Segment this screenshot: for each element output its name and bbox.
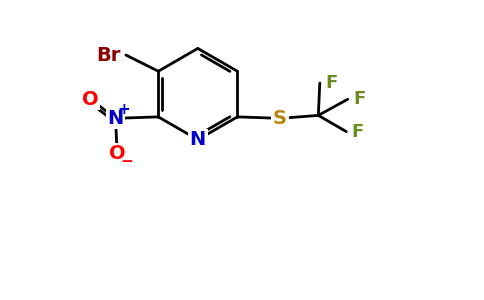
Text: O: O: [82, 90, 99, 109]
Text: +: +: [118, 102, 130, 117]
Text: −: −: [120, 154, 133, 169]
Text: S: S: [273, 109, 287, 128]
Text: F: F: [325, 74, 337, 92]
Text: F: F: [353, 90, 365, 108]
Text: N: N: [107, 109, 124, 128]
Text: N: N: [190, 130, 206, 149]
Text: F: F: [351, 123, 364, 141]
Text: Br: Br: [96, 46, 121, 64]
Text: O: O: [109, 144, 125, 163]
